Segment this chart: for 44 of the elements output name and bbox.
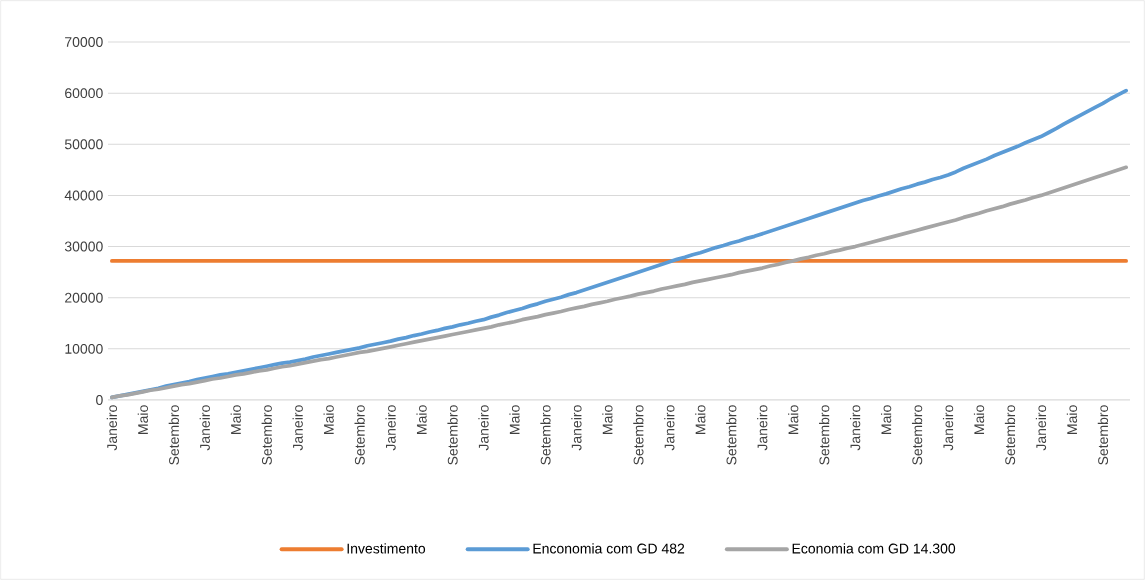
x-tick-label: Maio — [230, 405, 241, 434]
y-tick-label: 60000 — [65, 88, 103, 99]
x-tick-label: Janeiro — [199, 405, 210, 451]
x-tick-label: Maio — [509, 405, 520, 434]
x-tick-label: Maio — [880, 405, 892, 434]
x-tick-label: Maio — [602, 405, 613, 434]
x-tick-label: Setembro — [726, 405, 737, 465]
x-tick-label: Setembro — [819, 405, 830, 465]
x-tick-label: Janeiro — [478, 405, 489, 451]
x-tick-label: Janeiro — [571, 405, 582, 451]
y-tick-label: 40000 — [64, 190, 103, 201]
x-tick-label: Maio — [1066, 405, 1078, 434]
x-tick-label: Setembro — [1004, 405, 1016, 465]
x-tick-label: Janeiro — [1035, 405, 1047, 451]
x-tick-label: Janeiro — [757, 405, 768, 451]
x-tick-label: Janeiro — [106, 405, 118, 451]
y-tick-label: 20000 — [65, 292, 103, 303]
x-tick-label: Setembro — [540, 405, 551, 465]
y-tick-label: 10000 — [65, 343, 103, 354]
x-tick-label: Janeiro — [850, 405, 861, 451]
y-tick-label: 0 — [96, 395, 103, 405]
x-tick-label: Setembro — [911, 405, 923, 465]
x-tick-label: Maio — [788, 405, 799, 434]
x-tick-label: Janeiro — [292, 405, 303, 451]
x-tick-label: Setembro — [354, 405, 365, 465]
y-tick-label: 70000 — [65, 37, 103, 47]
x-tick-label: Maio — [973, 405, 985, 434]
x-tick-label: Janeiro — [385, 405, 396, 451]
x-tick-label: Setembro — [1097, 405, 1109, 465]
x-tick-label: Maio — [137, 405, 148, 434]
x-tick-label: Janeiro — [942, 405, 954, 451]
x-tick-label: Setembro — [168, 405, 179, 465]
y-tick-label: 30000 — [64, 241, 103, 252]
y-tick-label: 50000 — [64, 139, 103, 150]
x-tick-label: Setembro — [447, 405, 458, 465]
x-tick-label: Maio — [323, 405, 334, 434]
x-tick-label: Setembro — [261, 405, 272, 465]
x-tick-label: Setembro — [633, 405, 644, 465]
x-tick-label: Janeiro — [664, 405, 675, 451]
legend-label: Economia com GD 14.300 — [792, 543, 956, 554]
legend-label: Enconomia com GD 482 — [533, 543, 685, 554]
x-tick-label: Maio — [416, 405, 427, 434]
x-tick-label: Maio — [695, 405, 706, 434]
legend-label: Investimento — [347, 543, 426, 554]
